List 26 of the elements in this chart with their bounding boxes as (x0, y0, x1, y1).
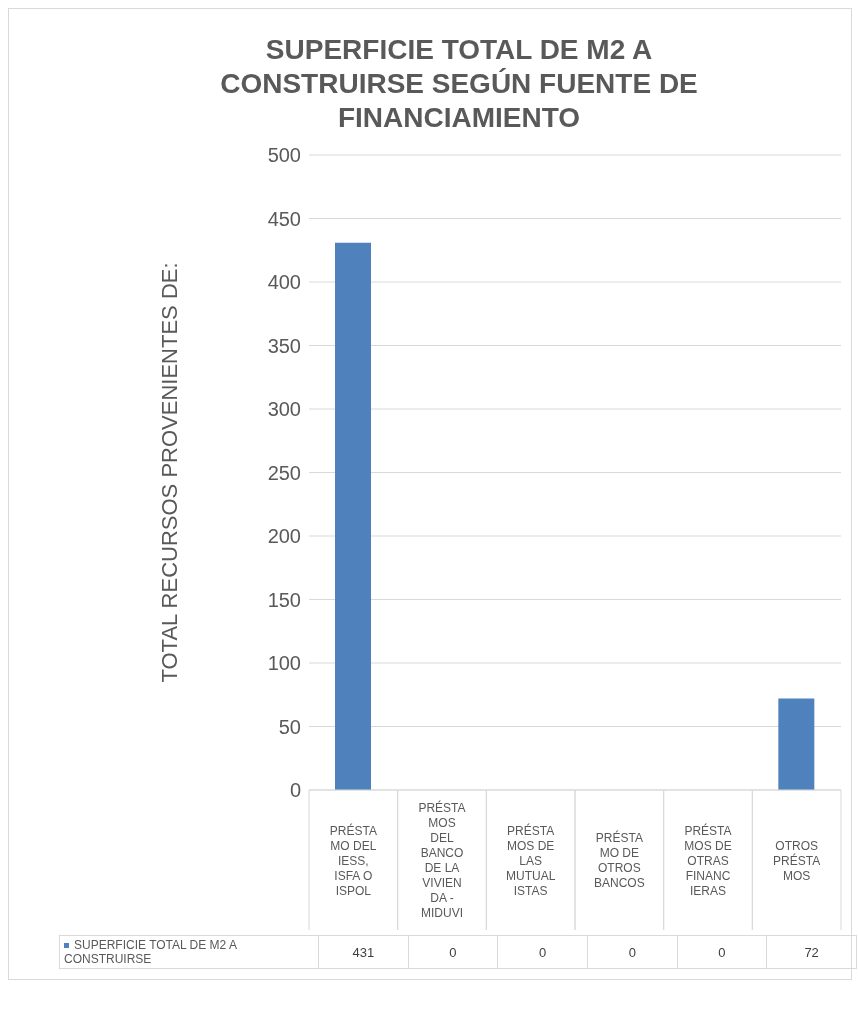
y-tick-label: 450 (267, 207, 301, 230)
y-tick-label: 500 (267, 144, 301, 167)
data-label: 72 (766, 935, 857, 969)
y-tick-label: 350 (267, 334, 301, 357)
y-tick-label: 0 (289, 779, 301, 802)
y-tick-label: 100 (267, 652, 301, 675)
data-label: 0 (497, 935, 588, 969)
legend-label: SUPERFICIE TOTAL DE M2 A CONSTRUIRSE (64, 938, 237, 966)
x-tick-label: PRÉSTAMOS DEL BANCO DE LA VIVIENDA - MIDUVI (418, 800, 466, 920)
y-tick-label: 50 (278, 715, 301, 738)
data-label: 431 (318, 935, 409, 969)
data-label: 0 (587, 935, 678, 969)
x-tick-label: PRÉSTAMOS DE OTRAS FINANCIERAS (684, 822, 732, 898)
data-label: 0 (408, 935, 498, 969)
y-tick-label: 400 (267, 271, 301, 294)
data-label: 0 (677, 935, 767, 969)
y-tick-label: 300 (267, 398, 301, 421)
x-tick-label: PRÉSTAMO DEL IESS, ISFA O ISPOL (329, 822, 377, 898)
y-tick-label: 250 (267, 461, 301, 484)
y-tick-label: 200 (267, 525, 301, 548)
x-tick-label: OTROS PRÉSTAMOS (773, 838, 821, 883)
y-tick-label: 150 (267, 588, 301, 611)
y-axis-title: TOTAL RECURSOS PROVENIENTES DE: (156, 262, 182, 683)
x-tick-label: PRÉSTAMOS DE LAS MUTUALISTAS (505, 822, 556, 898)
chart-title: SUPERFICIE TOTAL DE M2 A CONSTRUIRSE SEGÚN FUENTE DE FINANCIAMIENTO (219, 33, 699, 135)
x-tick-label: PRÉSTAMO DE OTROS BANCOS (593, 830, 645, 890)
